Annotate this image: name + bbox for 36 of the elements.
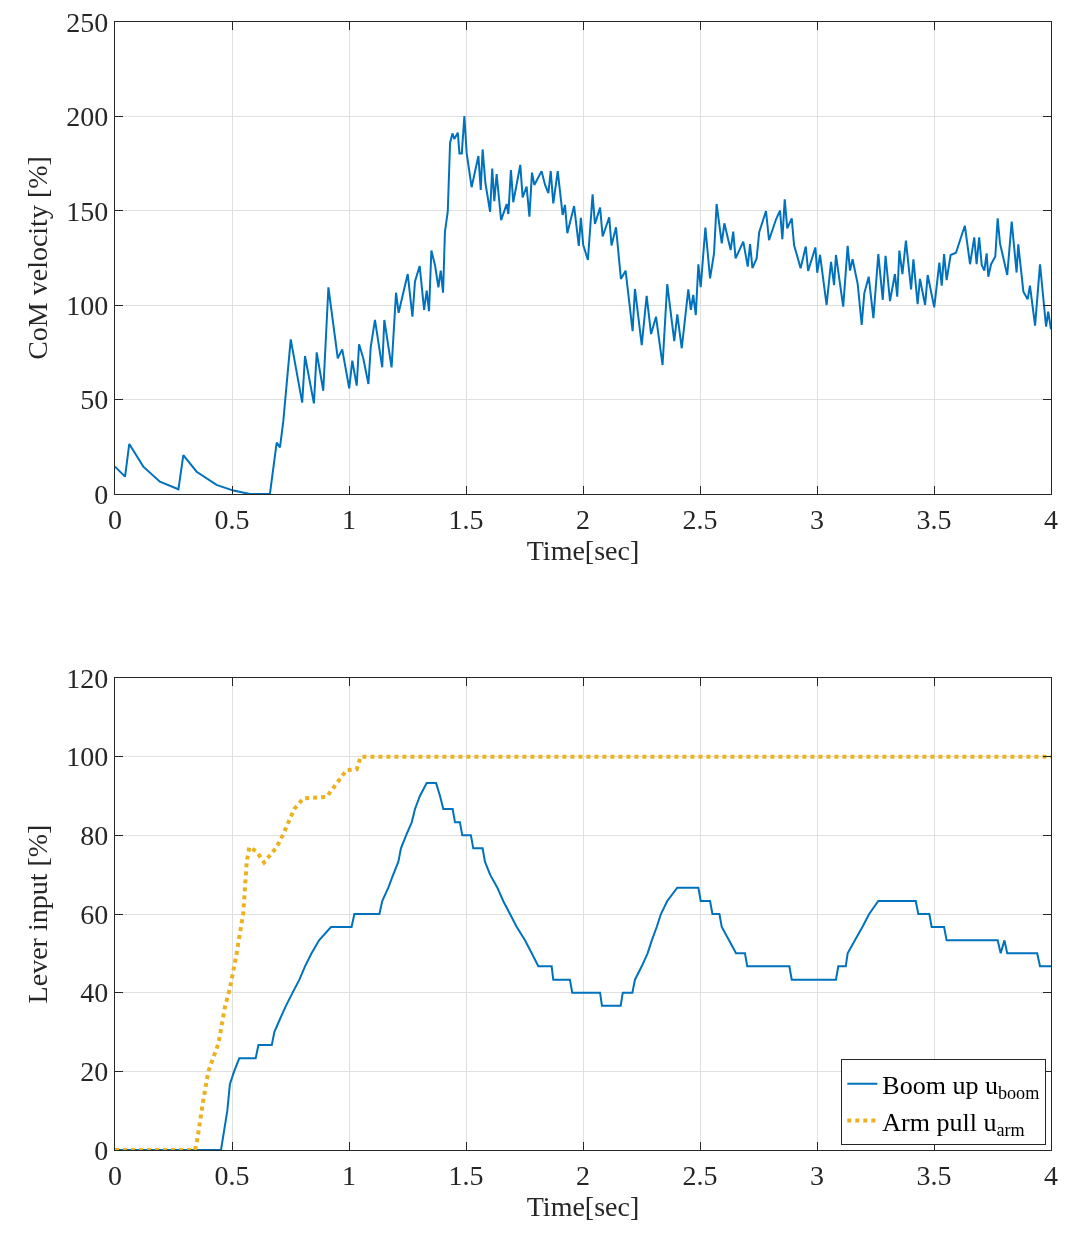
- x-tick-label: 4: [1044, 503, 1058, 535]
- x-tick-label: 1.5: [448, 503, 484, 535]
- x-tick-label: 3: [810, 503, 824, 535]
- y-tick-label: 40: [80, 977, 109, 1009]
- line-series: [115, 115, 1051, 494]
- x-tick-label: 2: [576, 1159, 590, 1191]
- x-tick-label: 1: [342, 1159, 356, 1191]
- x-axis-title: Time[sec]: [526, 534, 640, 566]
- y-axis-title: CoM velocity [%]: [22, 156, 53, 360]
- x-tick-label: 2: [576, 503, 590, 535]
- y-tick-label: 60: [80, 898, 109, 930]
- x-tick-label: 3.5: [916, 503, 952, 535]
- x-tick-label: 1: [342, 503, 356, 535]
- y-tick-label: 0: [94, 478, 109, 510]
- y-tick-label: 100: [66, 741, 109, 773]
- x-tick-label: 2.5: [682, 1159, 718, 1191]
- y-tick-label: 80: [80, 820, 109, 852]
- y-tick-label: 150: [66, 195, 109, 227]
- x-tick-label: 0.5: [214, 503, 250, 535]
- y-tick-label: 100: [66, 290, 109, 321]
- y-tick-label: 200: [66, 101, 109, 133]
- legend-label: Arm pull u$_{arm}$: [882, 1107, 1025, 1141]
- y-tick-label: 250: [66, 6, 109, 38]
- y-tick-label: 50: [80, 384, 109, 416]
- x-tick-label: 3: [810, 1159, 824, 1191]
- y-axis-title: Lever input [%]: [22, 824, 53, 1004]
- y-tick-label: 20: [80, 1056, 109, 1088]
- x-axis-title: Time[sec]: [526, 1190, 640, 1222]
- x-tick-label: 2.5: [682, 503, 718, 535]
- x-tick-label: 0.5: [214, 1159, 250, 1191]
- x-tick-label: 1.5: [448, 1159, 484, 1191]
- y-tick-label: 120: [66, 662, 109, 694]
- x-tick-label: 3.5: [916, 1159, 952, 1191]
- legend-label: Boom up u$_{boom}$: [882, 1070, 1040, 1104]
- y-tick-label: 0: [94, 1134, 109, 1166]
- x-tick-label: 4: [1044, 1159, 1058, 1191]
